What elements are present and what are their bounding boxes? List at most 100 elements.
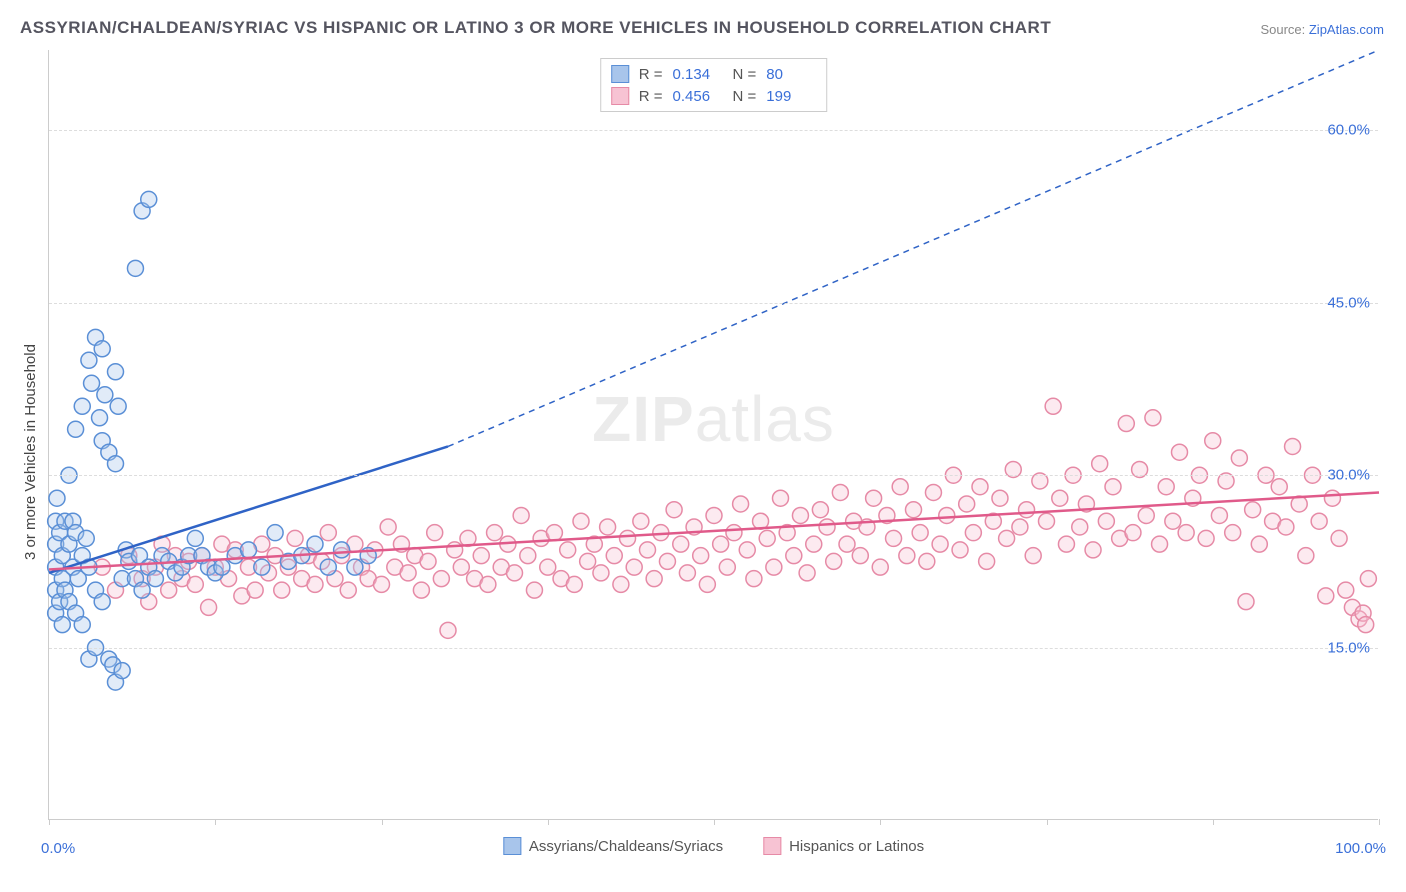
scatter-point-assyrian [187, 530, 203, 546]
scatter-point-hispanic [866, 490, 882, 506]
scatter-point-hispanic [792, 507, 808, 523]
scatter-point-hispanic [912, 525, 928, 541]
scatter-point-hispanic [633, 513, 649, 529]
scatter-point-assyrian [114, 663, 130, 679]
scatter-point-hispanic [746, 571, 762, 587]
scatter-point-hispanic [1211, 507, 1227, 523]
scatter-point-hispanic [600, 519, 616, 535]
scatter-point-hispanic [1072, 519, 1088, 535]
scatter-point-hispanic [1251, 536, 1267, 552]
scatter-point-hispanic [892, 479, 908, 495]
scatter-point-hispanic [739, 542, 755, 558]
r-value-assyrian: 0.134 [673, 66, 723, 83]
scatter-point-assyrian [81, 352, 97, 368]
scatter-point-hispanic [965, 525, 981, 541]
scatter-point-hispanic [806, 536, 822, 552]
scatter-point-assyrian [134, 582, 150, 598]
legend-item-assyrian: Assyrians/Chaldeans/Syriacs [503, 837, 723, 855]
source-attribution: Source: ZipAtlas.com [1260, 22, 1384, 37]
legend-swatch-hispanic-bottom [763, 837, 781, 855]
scatter-point-assyrian [84, 375, 100, 391]
scatter-point-assyrian [74, 398, 90, 414]
n-value-assyrian: 80 [766, 66, 816, 83]
scatter-point-hispanic [1012, 519, 1028, 535]
scatter-point-hispanic [699, 576, 715, 592]
scatter-point-hispanic [1331, 530, 1347, 546]
scatter-point-assyrian [94, 594, 110, 610]
scatter-point-hispanic [1178, 525, 1194, 541]
scatter-point-hispanic [593, 565, 609, 581]
scatter-point-hispanic [1138, 507, 1154, 523]
scatter-point-hispanic [1105, 479, 1121, 495]
x-tick [382, 819, 383, 825]
scatter-point-hispanic [1039, 513, 1055, 529]
scatter-point-assyrian [108, 364, 124, 380]
chart-title: ASSYRIAN/CHALDEAN/SYRIAC VS HISPANIC OR … [20, 18, 1051, 38]
scatter-point-hispanic [320, 525, 336, 541]
scatter-point-assyrian [320, 559, 336, 575]
x-tick [1047, 819, 1048, 825]
scatter-point-hispanic [427, 525, 443, 541]
scatter-point-hispanic [1058, 536, 1074, 552]
scatter-point-hispanic [992, 490, 1008, 506]
scatter-point-hispanic [400, 565, 416, 581]
scatter-point-hispanic [1271, 479, 1287, 495]
n-label: N = [733, 66, 757, 83]
scatter-point-hispanic [161, 582, 177, 598]
scatter-point-assyrian [110, 398, 126, 414]
scatter-point-hispanic [1318, 588, 1334, 604]
scatter-point-hispanic [187, 576, 203, 592]
y-tick-label: 15.0% [1327, 639, 1370, 656]
scatter-point-assyrian [307, 536, 323, 552]
scatter-point-assyrian [127, 260, 143, 276]
legend-row-assyrian: R = 0.134 N = 80 [611, 63, 817, 85]
scatter-point-assyrian [78, 530, 94, 546]
scatter-point-hispanic [1085, 542, 1101, 558]
y-tick-label: 60.0% [1327, 122, 1370, 139]
scatter-point-hispanic [1324, 490, 1340, 506]
scatter-point-hispanic [1285, 438, 1301, 454]
legend-label-hispanic: Hispanics or Latinos [789, 838, 924, 855]
scatter-point-hispanic [832, 484, 848, 500]
r-value-hispanic: 0.456 [673, 88, 723, 105]
scatter-point-hispanic [507, 565, 523, 581]
scatter-point-hispanic [453, 559, 469, 575]
r-label: R = [639, 66, 663, 83]
scatter-point-hispanic [573, 513, 589, 529]
scatter-point-hispanic [1205, 433, 1221, 449]
scatter-point-hispanic [899, 548, 915, 564]
x-tick [1213, 819, 1214, 825]
scatter-point-hispanic [433, 571, 449, 587]
scatter-point-hispanic [852, 548, 868, 564]
scatter-point-assyrian [254, 559, 270, 575]
scatter-point-hispanic [1311, 513, 1327, 529]
legend-row-hispanic: R = 0.456 N = 199 [611, 85, 817, 107]
scatter-point-assyrian [68, 421, 84, 437]
scatter-point-hispanic [606, 548, 622, 564]
scatter-point-hispanic [1172, 444, 1188, 460]
x-axis-label-max: 100.0% [1335, 840, 1386, 857]
legend-series: Assyrians/Chaldeans/Syriacs Hispanics or… [503, 837, 924, 855]
scatter-point-hispanic [979, 553, 995, 569]
x-tick [714, 819, 715, 825]
scatter-point-hispanic [540, 559, 556, 575]
source-link[interactable]: ZipAtlas.com [1309, 22, 1384, 37]
scatter-point-hispanic [919, 553, 935, 569]
scatter-point-assyrian [97, 387, 113, 403]
scatter-point-hispanic [473, 548, 489, 564]
scatter-point-hispanic [487, 525, 503, 541]
scatter-point-hispanic [480, 576, 496, 592]
scatter-point-assyrian [108, 456, 124, 472]
scatter-point-hispanic [673, 536, 689, 552]
scatter-point-hispanic [440, 622, 456, 638]
x-tick [880, 819, 881, 825]
legend-swatch-hispanic [611, 87, 629, 105]
scatter-point-hispanic [1045, 398, 1061, 414]
scatter-point-hispanic [786, 548, 802, 564]
scatter-point-hispanic [1231, 450, 1247, 466]
gridline-h [49, 475, 1378, 476]
scatter-point-hispanic [1358, 617, 1374, 633]
scatter-point-hispanic [1225, 525, 1241, 541]
scatter-point-assyrian [334, 542, 350, 558]
scatter-point-hispanic [733, 496, 749, 512]
